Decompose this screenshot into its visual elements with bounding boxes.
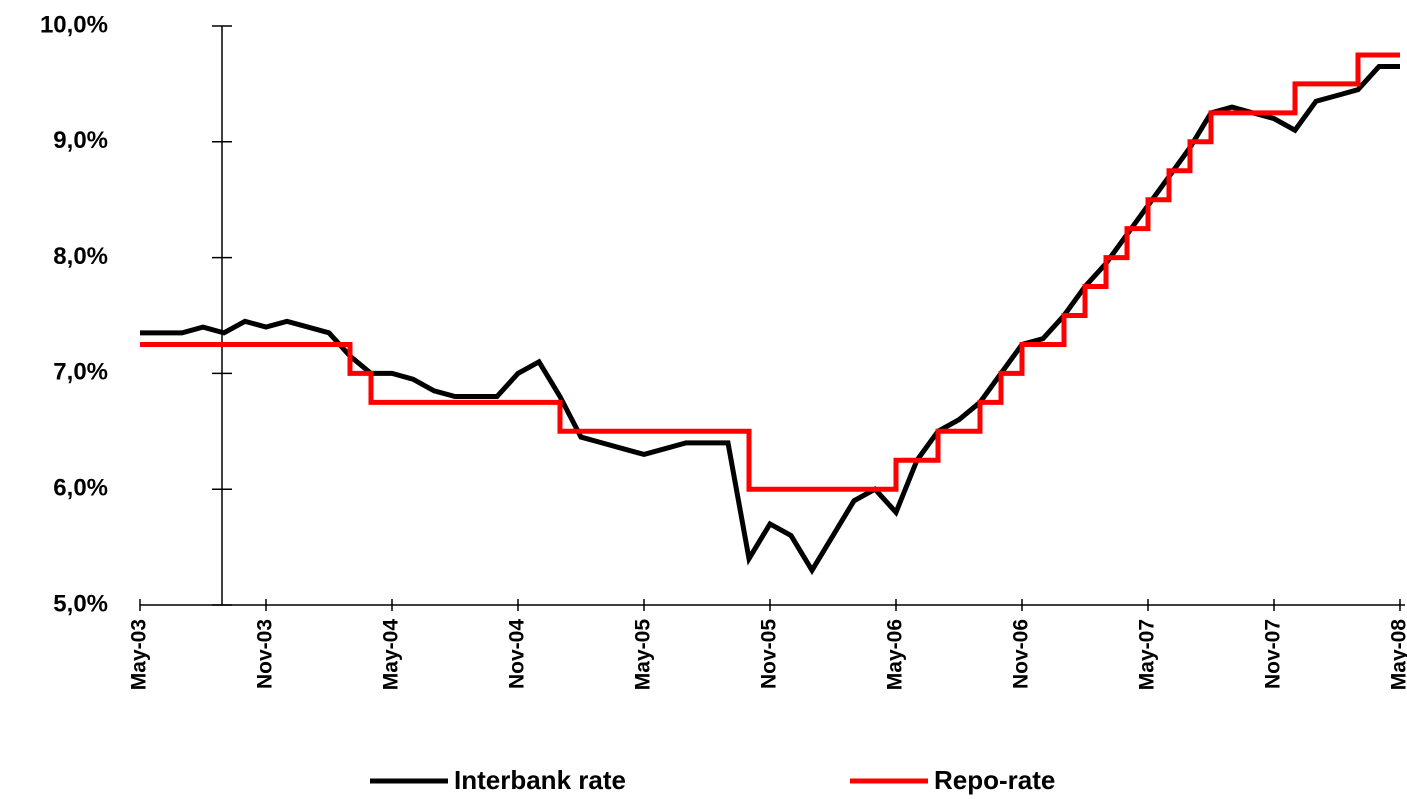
x-tick-label: May-08 — [1388, 619, 1407, 691]
x-tick-label: Nov-03 — [254, 619, 277, 689]
legend-label: Repo-rate — [934, 765, 1055, 795]
x-tick-label: Nov-07 — [1262, 619, 1285, 689]
legend-label: Interbank rate — [454, 765, 626, 795]
y-tick-label: 6,0% — [53, 475, 108, 502]
x-tick-label: Nov-05 — [758, 619, 781, 689]
y-tick-label: 9,0% — [53, 127, 108, 154]
y-tick-label: 7,0% — [53, 359, 108, 386]
x-tick-label: May-06 — [884, 619, 907, 690]
y-tick-label: 10,0% — [40, 11, 108, 38]
series-line — [140, 52, 1400, 492]
y-tick-label: 5,0% — [53, 590, 108, 617]
x-tick-label: May-03 — [128, 619, 151, 690]
x-tick-label: May-05 — [632, 619, 655, 691]
x-tick-label: May-07 — [1136, 619, 1159, 690]
x-tick-label: Nov-06 — [1010, 619, 1033, 689]
y-tick-label: 8,0% — [53, 243, 108, 270]
x-tick-label: Nov-04 — [506, 619, 529, 689]
x-tick-label: May-04 — [380, 619, 403, 691]
